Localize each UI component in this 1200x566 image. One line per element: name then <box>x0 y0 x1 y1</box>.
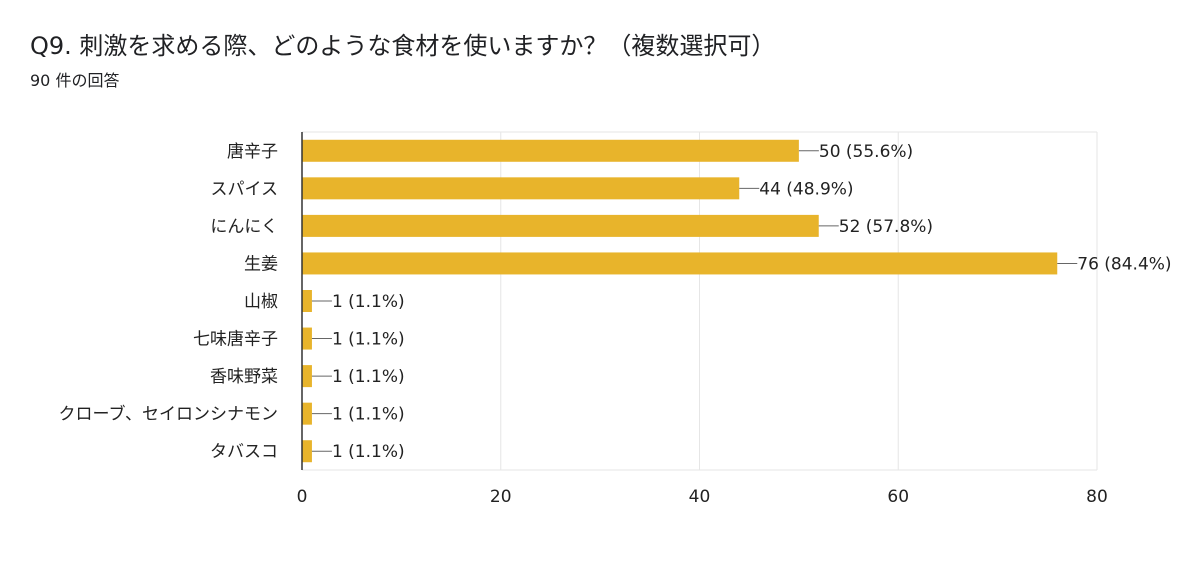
bar-1 <box>302 177 740 200</box>
category-label: にんにく <box>210 217 278 237</box>
data-label: 1 (1.1%) <box>332 442 405 462</box>
bar-4 <box>302 290 312 312</box>
chart-header: Q9. 刺激を求める際、どのような食材を使いますか？（複数選択可） 90 件の回… <box>30 30 1170 92</box>
data-label: 1 (1.1%) <box>332 330 405 350</box>
category-label: 山椒 <box>244 292 278 312</box>
bar-5 <box>302 327 312 350</box>
x-tick-label: 40 <box>689 487 711 507</box>
category-label: スパイス <box>211 179 279 199</box>
x-tick-label: 60 <box>887 487 909 507</box>
data-label: 1 (1.1%) <box>332 405 405 425</box>
x-tick-label: 80 <box>1086 487 1108 507</box>
category-label: 香味野菜 <box>210 367 278 387</box>
bar-6 <box>302 365 312 388</box>
data-label: 1 (1.1%) <box>332 292 405 312</box>
data-label: 50 (55.6%) <box>819 142 913 162</box>
data-label: 1 (1.1%) <box>332 367 405 387</box>
bar-3 <box>302 252 1058 275</box>
data-label: 44 (48.9%) <box>759 179 853 199</box>
category-label: 生姜 <box>244 254 278 274</box>
data-label: 76 (84.4%) <box>1077 254 1171 274</box>
category-label: 七味唐辛子 <box>193 329 278 350</box>
category-label: タバスコ <box>210 442 278 462</box>
response-count: 90 件の回答 <box>30 71 120 90</box>
bar-2 <box>302 214 819 237</box>
bar-7 <box>302 402 312 425</box>
data-label: 52 (57.8%) <box>839 217 933 237</box>
category-label: クローブ、セイロンシナモン <box>59 404 278 425</box>
chart-title: Q9. 刺激を求める際、どのような食材を使いますか？（複数選択可） <box>30 32 776 60</box>
category-label: 唐辛子 <box>227 141 278 162</box>
x-tick-label: 0 <box>297 487 308 507</box>
bar-8 <box>302 440 312 463</box>
x-tick-label: 20 <box>490 487 512 507</box>
bar-0 <box>302 139 799 162</box>
